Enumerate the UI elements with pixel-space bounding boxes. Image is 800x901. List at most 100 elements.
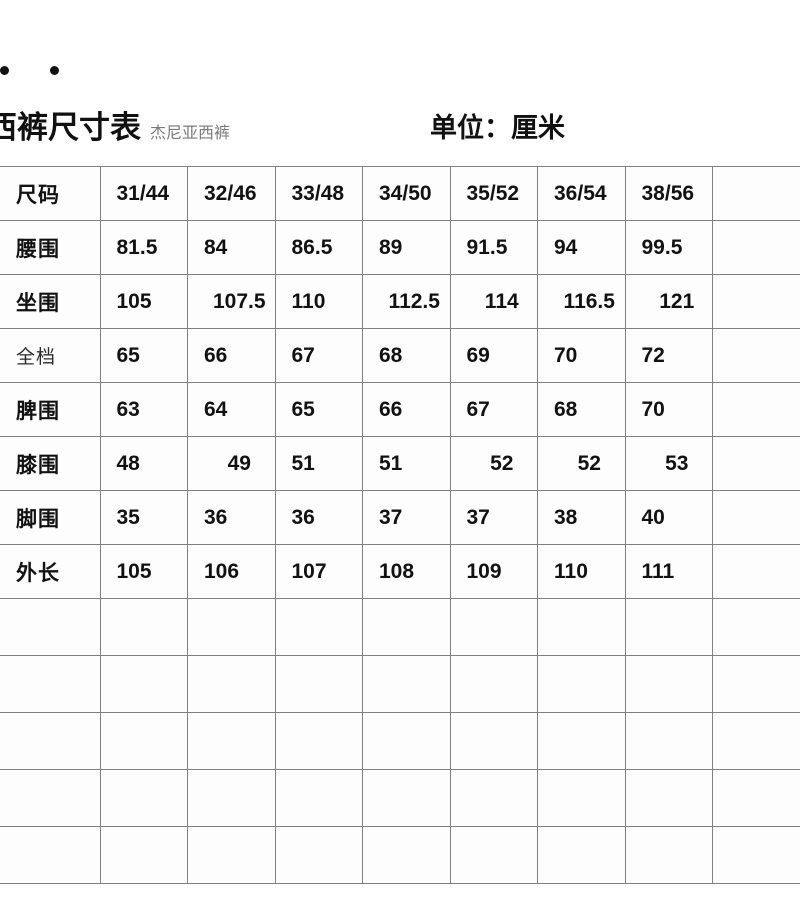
empty-cell <box>625 655 713 713</box>
cell-waist-6: 99.5 <box>625 220 713 275</box>
empty-cell <box>362 712 451 770</box>
cell-rise-1: 66 <box>187 328 276 383</box>
cell-outseam-0: 105 <box>100 544 188 599</box>
cell-thigh-6: 70 <box>625 382 713 437</box>
cell-knee-2: 51 <box>275 436 363 491</box>
table-row: 脾围 63 64 65 66 67 68 70 <box>0 382 800 437</box>
cell-ankle-0: 35 <box>100 490 188 545</box>
empty-cell <box>450 712 538 770</box>
empty-cell <box>187 826 276 884</box>
table-row: 全档 65 66 67 68 69 70 72 <box>0 328 800 383</box>
empty-cell <box>0 769 101 827</box>
empty-cell <box>275 655 363 713</box>
cell-ankle-4: 37 <box>450 490 538 545</box>
cell-thigh-3: 66 <box>362 382 451 437</box>
cell-thigh-1: 64 <box>187 382 276 437</box>
cell-seat-0: 105 <box>100 274 188 329</box>
empty-cell <box>362 655 451 713</box>
cell-seat-5: 116.5 <box>537 274 626 329</box>
header-cell-31-44: 31/44 <box>100 166 188 221</box>
empty-cell <box>187 769 276 827</box>
cell-waist-2: 86.5 <box>275 220 363 275</box>
empty-cell <box>275 769 363 827</box>
table-row: 膝围 48 49 51 51 52 52 53 <box>0 436 800 491</box>
empty-cell <box>537 712 626 770</box>
cell-waist-3: 89 <box>362 220 451 275</box>
cell-ankle-blank <box>712 490 800 545</box>
cell-knee-3: 51 <box>362 436 451 491</box>
empty-cell <box>625 598 713 656</box>
row-label-outseam: 外长 <box>0 544 101 599</box>
empty-cell <box>187 655 276 713</box>
cell-ankle-5: 38 <box>537 490 626 545</box>
cell-outseam-blank <box>712 544 800 599</box>
empty-cell <box>625 826 713 884</box>
row-label-seat: 坐围 <box>0 274 101 329</box>
cell-waist-5: 94 <box>537 220 626 275</box>
table-row: 外长 105 106 107 108 109 110 111 <box>0 544 800 599</box>
cell-waist-blank <box>712 220 800 275</box>
empty-cell <box>450 655 538 713</box>
empty-cell <box>362 826 451 884</box>
empty-cell <box>100 655 188 713</box>
cell-knee-blank <box>712 436 800 491</box>
table-row: 脚围 35 36 36 37 37 38 40 <box>0 490 800 545</box>
cell-thigh-4: 67 <box>450 382 538 437</box>
header-cell-blank <box>712 166 800 221</box>
empty-cell <box>537 655 626 713</box>
empty-cell <box>537 769 626 827</box>
cell-outseam-4: 109 <box>450 544 538 599</box>
table-row: 腰围 81.5 84 86.5 89 91.5 94 99.5 <box>0 220 800 275</box>
header-cell-32-46: 32/46 <box>187 166 276 221</box>
cell-rise-3: 68 <box>362 328 451 383</box>
table-row-empty <box>0 712 800 770</box>
size-table-wrapper: 尺码 31/44 32/46 33/48 34/50 35/52 36/54 3… <box>0 166 800 884</box>
unit-label: 单位：厘米 <box>430 113 565 143</box>
empty-cell <box>712 826 800 884</box>
empty-cell <box>100 712 188 770</box>
cell-rise-4: 69 <box>450 328 538 383</box>
empty-cell <box>625 712 713 770</box>
cell-outseam-3: 108 <box>362 544 451 599</box>
empty-cell <box>100 769 188 827</box>
row-label-rise: 全档 <box>0 328 101 383</box>
empty-cell <box>0 598 101 656</box>
row-label-thigh: 脾围 <box>0 382 101 437</box>
chart-header: 西裤尺寸表 杰尼亚西裤 单位：厘米 <box>0 108 800 160</box>
table-row-empty <box>0 598 800 656</box>
cell-waist-1: 84 <box>187 220 276 275</box>
table-row-empty <box>0 769 800 827</box>
cell-knee-6: 53 <box>625 436 713 491</box>
row-label-ankle: 脚围 <box>0 490 101 545</box>
empty-cell <box>712 655 800 713</box>
header-cell-35-52: 35/52 <box>450 166 538 221</box>
empty-cell <box>362 769 451 827</box>
cell-waist-4: 91.5 <box>450 220 538 275</box>
cell-knee-4: 52 <box>450 436 538 491</box>
dot-mark-strip <box>0 62 120 82</box>
header-cell-33-48: 33/48 <box>275 166 363 221</box>
empty-cell <box>712 769 800 827</box>
cell-rise-2: 67 <box>275 328 363 383</box>
cell-seat-blank <box>712 274 800 329</box>
table-row: 坐围 105 107.5 110 112.5 114 116.5 121 <box>0 274 800 329</box>
cell-seat-1: 107.5 <box>187 274 276 329</box>
empty-cell <box>712 712 800 770</box>
empty-cell <box>537 598 626 656</box>
empty-cell <box>362 598 451 656</box>
empty-cell <box>275 826 363 884</box>
header-cell-38-56: 38/56 <box>625 166 713 221</box>
cell-waist-0: 81.5 <box>100 220 188 275</box>
empty-cell <box>275 712 363 770</box>
cell-ankle-3: 37 <box>362 490 451 545</box>
cell-seat-6: 121 <box>625 274 713 329</box>
cell-thigh-2: 65 <box>275 382 363 437</box>
cell-seat-4: 114 <box>450 274 538 329</box>
empty-cell <box>187 712 276 770</box>
cell-ankle-2: 36 <box>275 490 363 545</box>
cell-thigh-blank <box>712 382 800 437</box>
cell-seat-3: 112.5 <box>362 274 451 329</box>
dot-mark-left-icon <box>0 66 9 75</box>
row-label-size: 尺码 <box>0 166 101 221</box>
